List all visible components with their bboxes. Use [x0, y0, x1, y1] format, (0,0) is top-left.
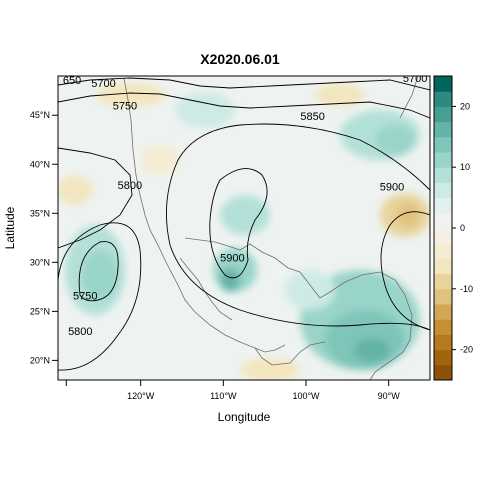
colorbar-tick-label: -20	[460, 345, 473, 355]
geopotential-contours	[58, 77, 430, 371]
y-tick-label: 45°N	[30, 110, 50, 120]
colorbar-bin	[434, 167, 452, 183]
colorbar-tick-label: -10	[460, 284, 473, 294]
y-tick-label: 20°N	[30, 355, 50, 365]
colorbar-tick-label: 10	[460, 162, 470, 172]
y-tick-label: 35°N	[30, 208, 50, 218]
map-panel: 5700 5700 5750 5800 5850 5900 5900 5750 5800 650	[58, 73, 430, 380]
colorbar-bin	[434, 76, 452, 92]
colorbar-bin	[434, 334, 452, 351]
map-frame	[57, 75, 431, 381]
y-tick-label: 40°N	[30, 159, 50, 169]
contour-label: 5750	[113, 100, 137, 112]
contour-label: 5700	[91, 78, 115, 90]
colorbar-bin	[434, 288, 452, 305]
y-tick-label: 25°N	[30, 306, 50, 316]
contour-label: 5800	[68, 326, 92, 338]
x-axis-label: Longitude	[218, 410, 271, 424]
colorbar-bin	[434, 304, 452, 320]
colorbar-bin	[434, 258, 452, 275]
contour-label: 5700	[403, 73, 427, 85]
contour-label: 5850	[300, 111, 324, 123]
colorbar-bin	[434, 197, 452, 214]
colorbar-bin	[434, 273, 452, 290]
x-axis: 120°W 110°W 100°W 90°W	[65, 380, 401, 401]
contour-label: 5800	[118, 180, 142, 192]
colorbar-tick-label: 20	[460, 101, 470, 111]
colorbar-bin	[434, 228, 452, 244]
contour-label: 5900	[220, 252, 244, 264]
colorbar-bin	[434, 136, 452, 153]
colorbar-bin	[434, 121, 452, 138]
y-axis: 20°N 25°N 30°N 35°N 40°N 45°N	[30, 110, 58, 365]
colorbar-bin	[434, 212, 452, 229]
colorbar-bin	[434, 182, 452, 199]
colorbar-bin	[434, 364, 452, 381]
colorbar-bin	[434, 106, 452, 123]
y-tick-label: 30°N	[30, 257, 50, 267]
colorbar-bin	[434, 349, 452, 366]
contour-labels: 5700 5700 5750 5800 5850 5900 5900 5750 5800 650	[63, 73, 427, 338]
contour-label: 650	[63, 75, 81, 87]
colorbar-bin	[434, 91, 452, 107]
x-tick-label: 110°W	[210, 391, 237, 401]
map-title: X2020.06.01	[200, 51, 280, 67]
x-tick-label: 120°W	[127, 391, 155, 401]
contour-label: 5750	[73, 291, 97, 303]
colorbar-bin	[434, 319, 452, 335]
colorbar-tick-label: 0	[460, 223, 465, 233]
contour-label: 5900	[380, 182, 404, 194]
coastlines	[123, 76, 419, 380]
colorbar: 20 10 0 -10 -20	[433, 75, 473, 381]
x-tick-label: 100°W	[292, 391, 320, 401]
x-tick-label: 90°W	[378, 391, 401, 401]
colorbar-bin	[434, 152, 452, 168]
y-axis-label: Latitude	[3, 206, 17, 249]
colorbar-bin	[434, 243, 452, 259]
